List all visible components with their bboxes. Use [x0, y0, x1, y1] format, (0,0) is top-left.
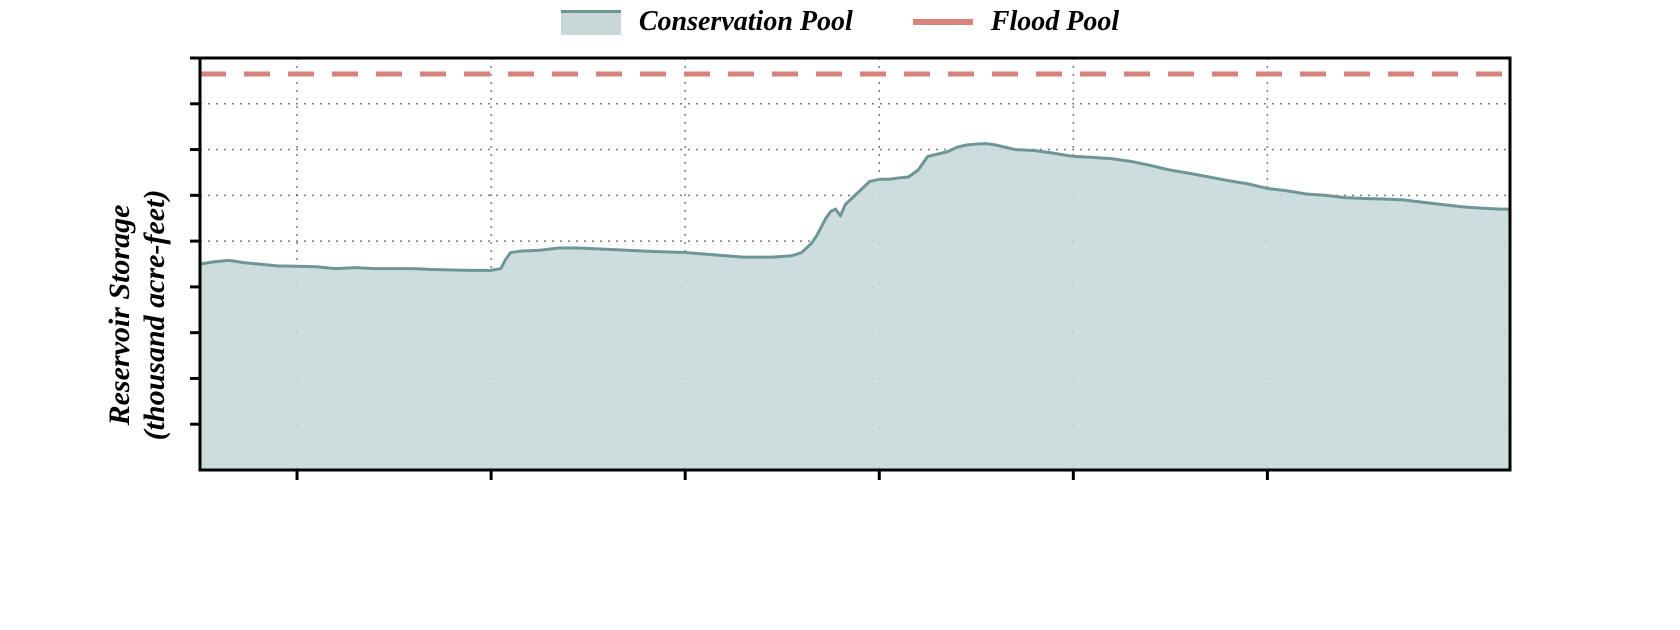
- legend-label: Conservation Pool: [639, 6, 853, 38]
- y-axis-label: Reservoir Storage (thousand acre-feet): [103, 190, 172, 441]
- legend-swatch-conservation: [561, 10, 621, 35]
- legend-item-flood: Flood Pool: [913, 6, 1119, 38]
- y-axis-label-line2: (thousand acre-feet): [137, 190, 172, 441]
- legend-label: Flood Pool: [991, 6, 1119, 38]
- y-axis-label-line1: Reservoir Storage: [103, 190, 138, 441]
- legend-item-conservation: Conservation Pool: [561, 6, 853, 38]
- reservoir-storage-chart: Conservation Pool Flood Pool Reservoir S…: [0, 0, 1680, 630]
- chart-plot: [0, 0, 1680, 630]
- legend-swatch-flood: [913, 19, 973, 25]
- legend: Conservation Pool Flood Pool: [0, 6, 1680, 38]
